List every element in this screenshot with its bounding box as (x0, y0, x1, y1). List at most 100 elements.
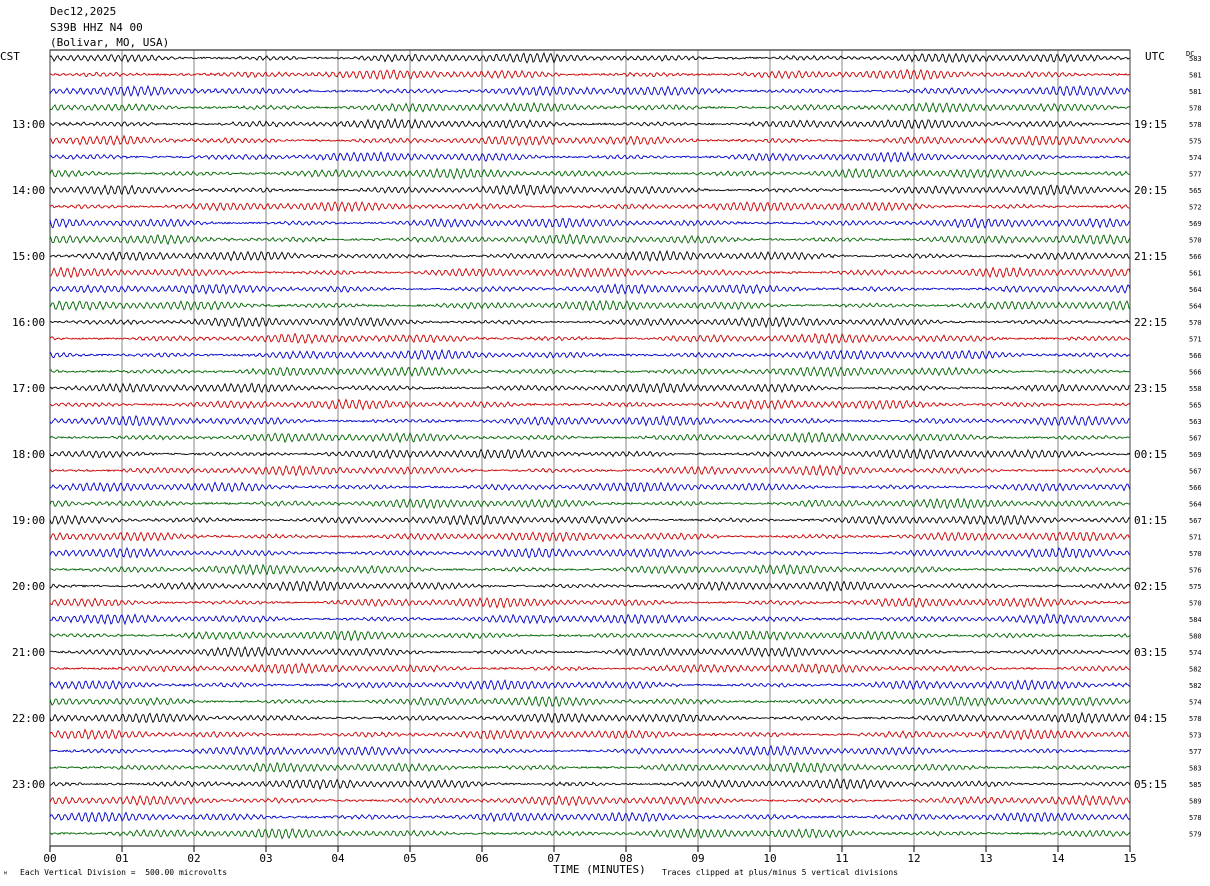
seismic-trace (49, 299, 1131, 312)
right-hour-label: 20:15 (1134, 184, 1167, 197)
scale-note: Each Vertical Division = 500.00 microvol… (20, 868, 228, 877)
dc-offset-label: 561 (1189, 270, 1202, 278)
dc-offset-label: 567 (1189, 435, 1202, 443)
dc-offset-label: 578 (1189, 105, 1202, 113)
seismic-trace (49, 695, 1131, 708)
x-tick-label: 07 (547, 852, 560, 865)
dc-offset-label: 569 (1189, 220, 1202, 228)
dc-offset-label: 578 (1189, 121, 1202, 129)
right-hour-label: 22:15 (1134, 316, 1167, 329)
x-axis-label: TIME (MINUTES) (553, 863, 646, 876)
seismic-trace (49, 84, 1131, 98)
x-tick-label: 01 (115, 852, 128, 865)
seismic-trace (49, 134, 1131, 147)
seismic-trace (49, 348, 1131, 361)
dc-offset-label: 565 (1189, 187, 1202, 195)
traces (49, 51, 1131, 840)
x-tick-label: 15 (1123, 852, 1136, 865)
right-hour-label: 21:15 (1134, 250, 1167, 263)
dc-offset-label: 566 (1189, 484, 1202, 492)
seismic-trace (49, 283, 1131, 295)
seismic-trace (49, 414, 1131, 427)
right-hour-label: 04:15 (1134, 712, 1167, 725)
x-tick-label: 03 (259, 852, 272, 865)
left-hour-label: 19:00 (12, 514, 45, 527)
seismic-trace (49, 464, 1131, 477)
clip-note: Traces clipped at plus/minus 5 vertical … (662, 868, 899, 877)
seismic-trace (50, 200, 1131, 213)
seismic-trace (49, 711, 1131, 724)
dc-offset-label: 563 (1189, 418, 1202, 426)
seismic-trace (49, 167, 1131, 180)
seismic-trace (49, 233, 1131, 246)
seismic-trace (49, 761, 1131, 774)
dc-offset-label: 570 (1189, 237, 1202, 245)
right-hour-label: 05:15 (1134, 778, 1167, 791)
right-hour-label: 19:15 (1134, 118, 1167, 131)
station-label: S39B HHZ N4 00 (50, 21, 143, 34)
x-tick-label: 04 (331, 852, 345, 865)
right-timezone-label: UTC (1145, 50, 1165, 63)
seismic-trace (49, 249, 1131, 262)
seismic-trace (49, 366, 1131, 378)
right-hour-label: 23:15 (1134, 382, 1167, 395)
dc-offset-label: 589 (1189, 798, 1202, 806)
seismic-trace (49, 612, 1131, 626)
seismic-trace (49, 382, 1131, 394)
left-timezone-label: CST (0, 50, 20, 63)
x-tick-label: 12 (907, 852, 920, 865)
seismic-trace (49, 101, 1131, 114)
dc-offset-label: 582 (1189, 666, 1202, 674)
seismic-trace (49, 497, 1131, 510)
dc-offset-label: 576 (1189, 567, 1202, 575)
right-hour-label: 03:15 (1134, 646, 1167, 659)
seismic-trace (49, 678, 1131, 691)
seismic-trace (49, 778, 1131, 791)
seismic-trace (49, 217, 1131, 229)
dc-offset-label: 574 (1189, 649, 1202, 657)
seismic-trace (49, 513, 1131, 526)
seismic-trace (49, 51, 1131, 64)
x-tick-label: 02 (187, 852, 200, 865)
seismic-trace (49, 794, 1131, 807)
seismic-trace (49, 728, 1131, 741)
dc-offset-label: 567 (1189, 517, 1202, 525)
dc-offset-label: 577 (1189, 748, 1202, 756)
footer-mark: ᴹ (3, 870, 8, 879)
x-tick-label: 06 (475, 852, 488, 865)
dc-offset-label: 585 (1189, 781, 1202, 789)
seismic-trace (49, 447, 1131, 460)
seismic-trace (49, 646, 1131, 658)
dc-offset-label: 575 (1189, 138, 1202, 146)
seismic-trace (49, 546, 1131, 559)
left-hour-label: 22:00 (12, 712, 45, 725)
dc-offset-label: 574 (1189, 154, 1202, 162)
left-hour-label: 21:00 (12, 646, 45, 659)
dc-offset-label: 580 (1189, 633, 1202, 641)
plot-frame (49, 49, 1131, 847)
dc-label: DC (1186, 50, 1195, 58)
dc-offset-label: 582 (1189, 682, 1202, 690)
dc-offset-label: 572 (1189, 204, 1202, 212)
dc-offset-label: 571 (1189, 534, 1202, 542)
dc-offset-label: 575 (1189, 583, 1202, 591)
labels: 00 01 02 03 04 05 06 07 08 09 10 11 12 13 14 15 583 581 58… (12, 55, 1202, 865)
left-hour-label: 16:00 (12, 316, 45, 329)
dc-offset-label: 570 (1189, 600, 1202, 608)
dc-offset-label: 564 (1189, 303, 1202, 311)
date-label: Dec12,2025 (50, 5, 117, 18)
seismic-trace (49, 316, 1131, 329)
dc-offset-label: 583 (1189, 765, 1202, 773)
dc-offset-label: 584 (1189, 616, 1202, 624)
x-tick-label: 05 (403, 852, 416, 865)
seismic-trace (49, 151, 1131, 163)
dc-offset-label: 574 (1189, 699, 1202, 707)
seismic-trace (49, 117, 1131, 130)
dc-offset-label: 581 (1189, 72, 1202, 80)
left-hour-label: 18:00 (12, 448, 45, 461)
left-hour-label: 15:00 (12, 250, 45, 263)
dc-offset-label: 577 (1189, 171, 1202, 179)
seismic-trace (49, 481, 1131, 493)
seismic-trace (49, 68, 1131, 81)
